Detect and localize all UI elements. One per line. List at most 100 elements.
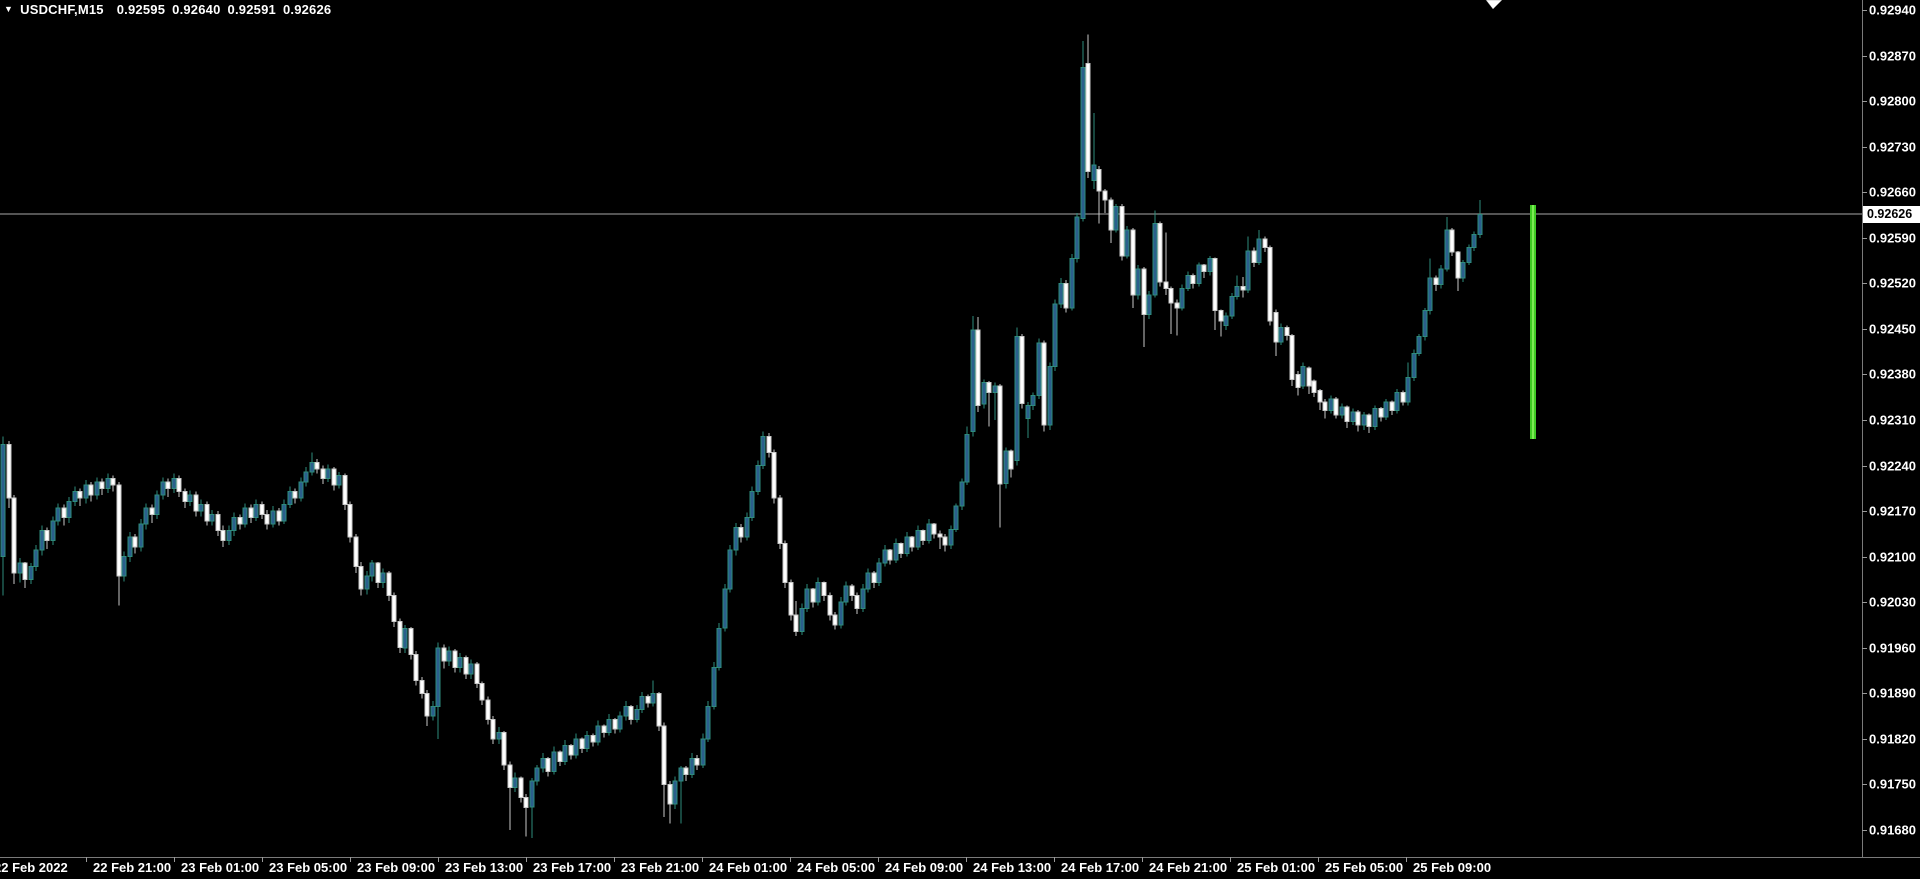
candle	[821, 582, 827, 597]
candle	[452, 650, 458, 668]
candle	[1108, 199, 1114, 231]
candle	[1477, 213, 1483, 236]
candle	[1378, 407, 1384, 418]
candle	[303, 471, 309, 483]
candle	[1041, 342, 1047, 426]
candle	[1306, 367, 1312, 387]
time-axis-label: 23 Feb 21:00	[621, 860, 700, 875]
price-axis-label: 0.92380	[1869, 366, 1916, 382]
chevron-down-icon[interactable]: ▼	[4, 3, 14, 14]
candle	[661, 725, 667, 786]
price-axis-label: 0.91890	[1869, 685, 1916, 701]
price-tick-mark	[1862, 10, 1867, 11]
candle	[749, 491, 755, 519]
candle	[937, 533, 943, 538]
price-tick-mark	[1862, 192, 1867, 193]
candle	[44, 530, 50, 541]
candle	[568, 744, 574, 756]
price-axis-label: 0.92030	[1869, 594, 1916, 610]
candle	[430, 705, 436, 717]
candle	[744, 517, 750, 538]
candle	[424, 692, 430, 717]
candle	[182, 491, 188, 502]
candle	[634, 709, 640, 720]
candle	[1394, 392, 1400, 411]
candle	[986, 381, 992, 394]
candle	[408, 627, 414, 655]
time-axis-label: 23 Feb 13:00	[445, 860, 524, 875]
price-axis-label: 0.92450	[1869, 321, 1916, 337]
candle	[1047, 366, 1053, 426]
candle	[700, 738, 706, 766]
candle	[386, 572, 392, 597]
price-tick-mark	[1862, 420, 1867, 421]
time-tick-mark	[86, 857, 87, 862]
price-axis-line[interactable]	[1862, 0, 1863, 857]
candle	[1212, 258, 1218, 312]
symbol-period-label: USDCHF,M15	[20, 2, 104, 17]
time-tick-mark	[790, 857, 791, 862]
candle	[88, 484, 94, 496]
candle	[1019, 336, 1025, 405]
time-tick-mark	[1054, 857, 1055, 862]
candle	[804, 588, 810, 610]
candle	[1317, 390, 1323, 403]
ohlc-open-value: 0.92595	[116, 2, 166, 17]
candle	[474, 663, 480, 684]
candle	[876, 562, 882, 584]
candle	[1438, 268, 1444, 286]
price-axis-label: 0.92310	[1869, 412, 1916, 428]
candle	[1383, 401, 1389, 418]
time-axis-label: 22 Feb 2022	[0, 860, 68, 875]
candle	[446, 650, 452, 662]
candle	[1085, 62, 1091, 172]
candle	[1240, 286, 1246, 291]
candle	[1036, 342, 1042, 396]
candle	[545, 757, 551, 772]
candle	[1223, 315, 1229, 327]
candle	[292, 491, 298, 499]
candle	[320, 468, 326, 480]
candle	[810, 588, 816, 603]
candle	[1234, 286, 1240, 297]
time-tick-mark	[1406, 857, 1407, 862]
price-tick-mark	[1862, 374, 1867, 375]
candle	[1449, 229, 1455, 253]
price-axis-label: 0.92590	[1869, 230, 1916, 246]
price-tick-mark	[1862, 101, 1867, 102]
candle	[639, 696, 645, 711]
candle	[557, 751, 563, 763]
price-tick-mark	[1862, 602, 1867, 603]
candle	[1091, 164, 1097, 181]
candle	[83, 484, 89, 499]
price-tick-mark	[1862, 784, 1867, 785]
candle	[1003, 450, 1009, 485]
candle	[1229, 295, 1235, 317]
candle	[72, 491, 78, 502]
time-axis-line[interactable]	[0, 857, 1920, 858]
time-axis-label: 24 Feb 01:00	[709, 860, 788, 875]
candle	[220, 530, 226, 541]
candle	[231, 517, 237, 532]
time-tick-mark	[1230, 857, 1231, 862]
ohlc-high-value: 0.92640	[172, 2, 221, 17]
candle	[523, 797, 529, 808]
candle	[391, 595, 397, 623]
candle	[1256, 238, 1262, 264]
candle	[1361, 414, 1367, 426]
price-axis-label: 0.91680	[1869, 822, 1916, 838]
candle	[17, 562, 23, 574]
candle	[501, 731, 507, 766]
candle	[832, 614, 838, 626]
time-tick-mark	[174, 857, 175, 862]
candle	[441, 647, 447, 662]
time-tick-mark	[1318, 857, 1319, 862]
candle	[573, 738, 579, 756]
candle	[733, 526, 739, 551]
candle	[248, 507, 254, 519]
price-tick-mark	[1862, 329, 1867, 330]
time-tick-mark	[1142, 857, 1143, 862]
candle	[656, 692, 662, 727]
candle	[672, 780, 678, 805]
